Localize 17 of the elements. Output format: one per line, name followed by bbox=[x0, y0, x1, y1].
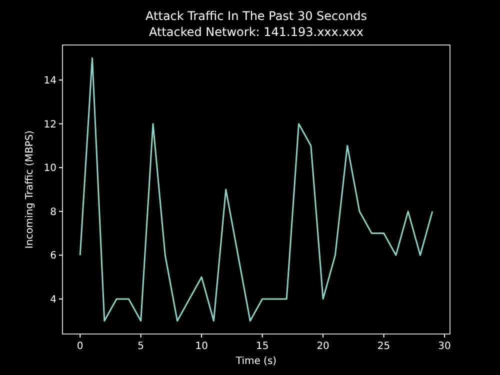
y-tick-label: 4 bbox=[50, 294, 56, 306]
x-axis-title: Time (s) bbox=[234, 356, 277, 367]
y-tick-label: 10 bbox=[44, 163, 56, 174]
x-tick-label: 5 bbox=[138, 341, 144, 352]
x-tick-label: 20 bbox=[316, 341, 330, 352]
x-tick-label: 15 bbox=[256, 341, 269, 352]
chart-title: Attack Traffic In The Past 30 Seconds Attacked Network: 141.193.xxx.xxx bbox=[146, 9, 367, 39]
y-tick-label: 8 bbox=[50, 206, 56, 218]
y-axis-title: Incoming Traffic (MBPS) bbox=[24, 130, 36, 249]
y-tick-label: 14 bbox=[44, 76, 56, 87]
y-tick-label: 6 bbox=[50, 250, 56, 262]
line-series bbox=[79, 57, 434, 322]
x-tick-label: 25 bbox=[377, 341, 390, 352]
x-tick-label: 0 bbox=[76, 341, 84, 352]
x-tick-label: 30 bbox=[438, 341, 451, 352]
x-tick-label: 10 bbox=[195, 341, 208, 352]
y-tick-label: 12 bbox=[44, 119, 56, 130]
